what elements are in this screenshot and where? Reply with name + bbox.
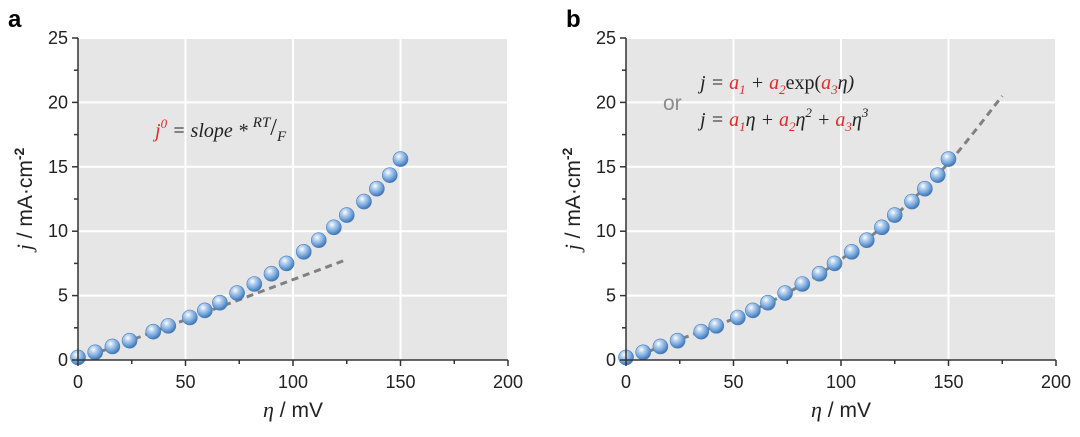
data-point [708, 318, 725, 334]
grid-a [78, 37, 509, 360]
data-point [326, 219, 342, 236]
data-point [729, 309, 746, 326]
data-point [811, 265, 828, 282]
y-tick-label: 25 [596, 28, 616, 48]
data-point [145, 323, 162, 340]
axes-b [620, 37, 1057, 366]
data-point [760, 294, 776, 311]
data-point [263, 265, 280, 282]
data-point [940, 151, 957, 167]
y-tick-label: 15 [596, 157, 616, 177]
fit-curve [625, 95, 1004, 362]
x-tick-label: 100 [278, 372, 308, 392]
data-point [246, 276, 263, 292]
annotation-equation-b1: j = a1 + a2exp(a3η) [697, 72, 855, 97]
x-axis-label-b: η / mV [811, 397, 871, 422]
data-point [278, 255, 295, 272]
data-point [745, 302, 761, 319]
x-tick-label: 200 [493, 372, 523, 392]
y-tick-label: 20 [48, 92, 68, 112]
data-point [381, 167, 398, 183]
panel-a-chart: a 0 50 100 150 200 0 5 10 15 20 25 η / mV j / mA·c… [8, 6, 523, 422]
data-point [652, 338, 669, 355]
axes-a [72, 37, 509, 366]
y-tick-label: 10 [48, 221, 68, 241]
y-tick-label: 20 [596, 92, 616, 112]
y-tick-label: 15 [48, 157, 68, 177]
x-tick-label: 150 [385, 372, 415, 392]
annotation-equation-a: j0 = slope * RT/F [152, 115, 287, 145]
data-point [160, 318, 177, 334]
data-point [182, 309, 198, 326]
data-point [104, 338, 121, 355]
y-axis-label-a: j / mA·cm-2 [11, 148, 37, 254]
x-tick-label: 50 [175, 372, 195, 392]
y-tick-label: 25 [48, 28, 68, 48]
data-point [197, 302, 213, 319]
data-point [356, 193, 372, 210]
data-point [917, 180, 933, 197]
annotation-equation-b2: j = a1η + a2η2 + a3η3 [697, 105, 869, 134]
x-tick-label: 150 [933, 372, 963, 392]
data-point [121, 332, 138, 349]
x-tick-label: 100 [826, 372, 856, 392]
data-point [693, 323, 710, 340]
data-point [794, 276, 811, 292]
y-tick-label: 10 [596, 221, 616, 241]
grid-b [626, 37, 1057, 360]
panel-b-chart: b 0 50 100 150 200 0 5 10 15 20 25 η / mV j / mA·c… [559, 6, 1071, 422]
data-point [886, 207, 903, 223]
y-tick-label: 0 [606, 350, 616, 370]
x-axis-label-a: η / mV [263, 397, 323, 422]
fit-line-b [625, 95, 1004, 362]
data-point [229, 285, 245, 301]
data-point [669, 332, 686, 349]
data-point [929, 167, 946, 183]
panel-letter-b: b [566, 6, 581, 33]
y-axis-label-b: j / mA·cm-2 [559, 148, 585, 254]
data-points-b [618, 151, 957, 366]
x-tick-label: 50 [723, 372, 743, 392]
data-point [369, 180, 385, 197]
data-point [87, 344, 103, 361]
tick-labels-b: 0 50 100 150 200 0 5 10 15 20 25 [596, 28, 1071, 392]
x-tick-label: 0 [621, 372, 631, 392]
x-tick-label: 200 [1041, 372, 1071, 392]
data-point [338, 207, 355, 223]
tick-labels-a: 0 50 100 150 200 0 5 10 15 20 25 [48, 28, 523, 392]
data-point [826, 255, 843, 272]
panel-letter-a: a [8, 6, 22, 33]
x-tick-label: 0 [73, 372, 83, 392]
data-point [858, 232, 875, 249]
data-point [310, 232, 327, 249]
data-point [295, 244, 312, 260]
data-point [635, 344, 652, 361]
data-point [392, 151, 409, 167]
data-point [212, 294, 228, 311]
or-label: or [663, 92, 682, 115]
data-point [874, 219, 890, 236]
y-tick-label: 5 [58, 286, 68, 306]
data-point [777, 285, 793, 301]
y-tick-label: 0 [58, 350, 68, 370]
y-tick-label: 5 [606, 286, 616, 306]
data-point [843, 244, 860, 260]
data-point [904, 193, 920, 210]
